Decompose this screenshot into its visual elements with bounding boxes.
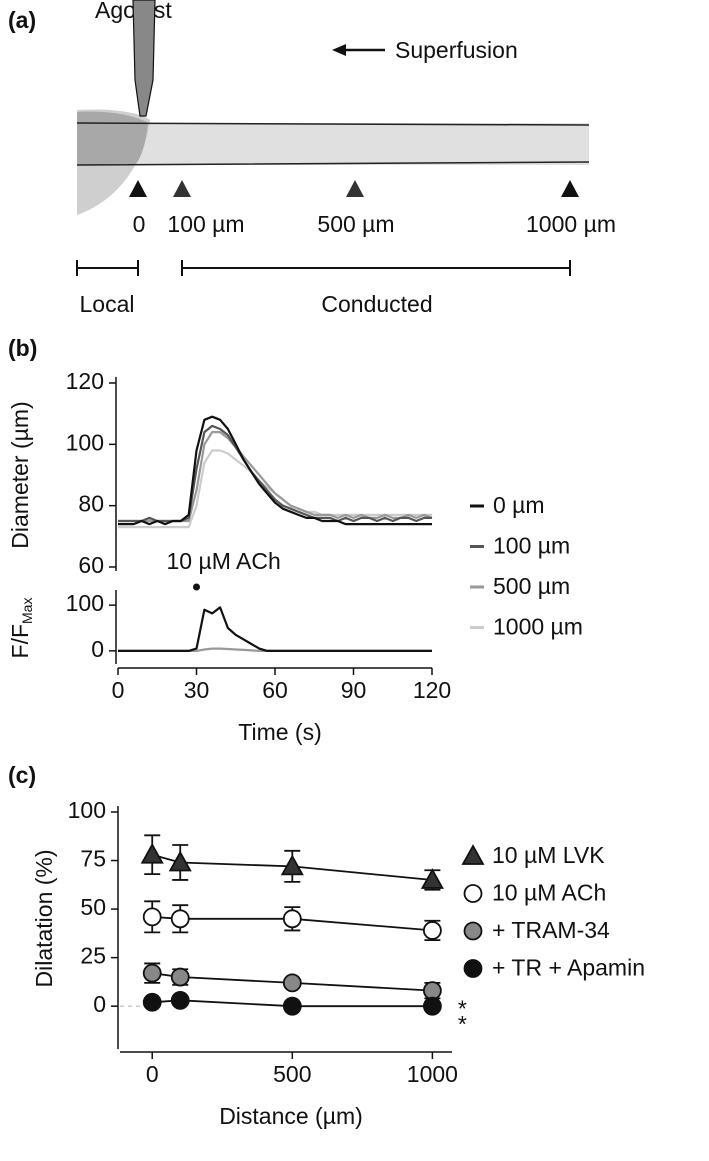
marker	[142, 963, 162, 983]
y-tick-label: 50	[80, 894, 106, 920]
significance: *	[458, 996, 467, 1022]
line	[118, 415, 432, 526]
marker	[422, 996, 442, 1016]
site-label: 500 µm	[317, 211, 394, 237]
marker	[463, 921, 483, 941]
marker	[168, 850, 192, 872]
marker	[282, 909, 302, 929]
y-tick-label: 0	[91, 636, 104, 662]
panel-label: (b)	[8, 335, 37, 361]
site-marker	[561, 180, 579, 197]
x-tick-label: 60	[262, 677, 288, 703]
marker	[282, 973, 302, 993]
panel-label: (a)	[8, 7, 36, 33]
x-tick-label: 0	[112, 677, 125, 703]
conducted-label: Conducted	[321, 291, 432, 317]
x-tick-label: 500	[273, 1061, 311, 1087]
site-label: 100 µm	[167, 211, 244, 237]
legend-label: 0 µm	[493, 492, 545, 518]
line	[151, 853, 433, 881]
vessel-wall	[76, 122, 590, 166]
stimulus-dot	[193, 583, 200, 591]
marker	[140, 842, 164, 864]
x-tick-label: 30	[184, 677, 210, 703]
site-label: 1000 µm	[526, 211, 616, 237]
line	[152, 916, 433, 932]
local-bracket	[76, 260, 139, 276]
y-axis-label-sub: Max	[19, 598, 35, 624]
marker	[170, 909, 190, 929]
legend-label: 10 µM LVK	[492, 842, 605, 868]
legend-label: 10 µM ACh	[492, 880, 606, 906]
line	[118, 606, 432, 652]
marker	[170, 990, 190, 1010]
x-tick-label: 90	[341, 677, 367, 703]
y-tick-label: 100	[66, 590, 104, 616]
site-marker	[129, 180, 147, 197]
line	[118, 431, 433, 523]
local-label: Local	[80, 291, 135, 317]
site-marker	[173, 180, 191, 197]
y-axis-label: Diameter (µm)	[7, 401, 33, 548]
legend-label: 100 µm	[493, 533, 570, 559]
marker	[422, 921, 442, 940]
y-tick-label: 0	[93, 991, 106, 1017]
y-tick-label: 75	[80, 846, 106, 872]
panel-label: (c)	[8, 762, 36, 788]
line	[152, 999, 433, 1008]
y-tick-label: 120	[66, 368, 104, 394]
y-tick-label: 80	[78, 491, 104, 517]
marker	[463, 959, 483, 978]
marker	[142, 907, 162, 927]
annotation: 10 µM ACh	[167, 548, 281, 574]
site-label: 0	[133, 211, 146, 237]
y-tick-label: 100	[68, 797, 106, 823]
y-axis-label-main: F/F	[7, 624, 33, 659]
x-tick-label: 120	[413, 677, 451, 703]
marker	[142, 992, 162, 1012]
legend-label: + TRAM-34	[492, 917, 610, 943]
vessel	[77, 123, 589, 165]
y-tick-label: 100	[66, 429, 104, 455]
legend-label: + TR + Apamin	[492, 955, 645, 981]
legend-label: 500 µm	[493, 573, 570, 599]
x-axis-label: Time (s)	[238, 719, 321, 745]
y-axis-label: F/FMax	[7, 598, 35, 659]
conducted-bracket	[181, 260, 571, 276]
site-marker	[346, 180, 364, 197]
flow-arrowhead	[332, 44, 346, 56]
y-axis-label: Dilatation (%)	[31, 849, 57, 987]
marker	[280, 854, 304, 876]
marker	[170, 967, 190, 987]
agonist-core	[77, 111, 148, 165]
line	[152, 972, 433, 992]
legend-label: 1000 µm	[493, 614, 583, 640]
line	[118, 424, 432, 523]
x-tick-label: 0	[146, 1061, 159, 1087]
marker	[463, 884, 483, 903]
x-tick-label: 1000	[407, 1061, 458, 1087]
y-tick-label: 25	[80, 943, 106, 969]
pipette	[132, 0, 156, 117]
marker	[422, 981, 442, 1001]
significance: *	[458, 1011, 467, 1037]
marker	[282, 996, 302, 1016]
marker	[420, 868, 444, 889]
marker	[461, 844, 485, 865]
y-tick-label: 60	[78, 552, 104, 578]
x-axis-label: Distance (µm)	[219, 1103, 363, 1129]
superfusion-label: Superfusion	[395, 37, 518, 63]
